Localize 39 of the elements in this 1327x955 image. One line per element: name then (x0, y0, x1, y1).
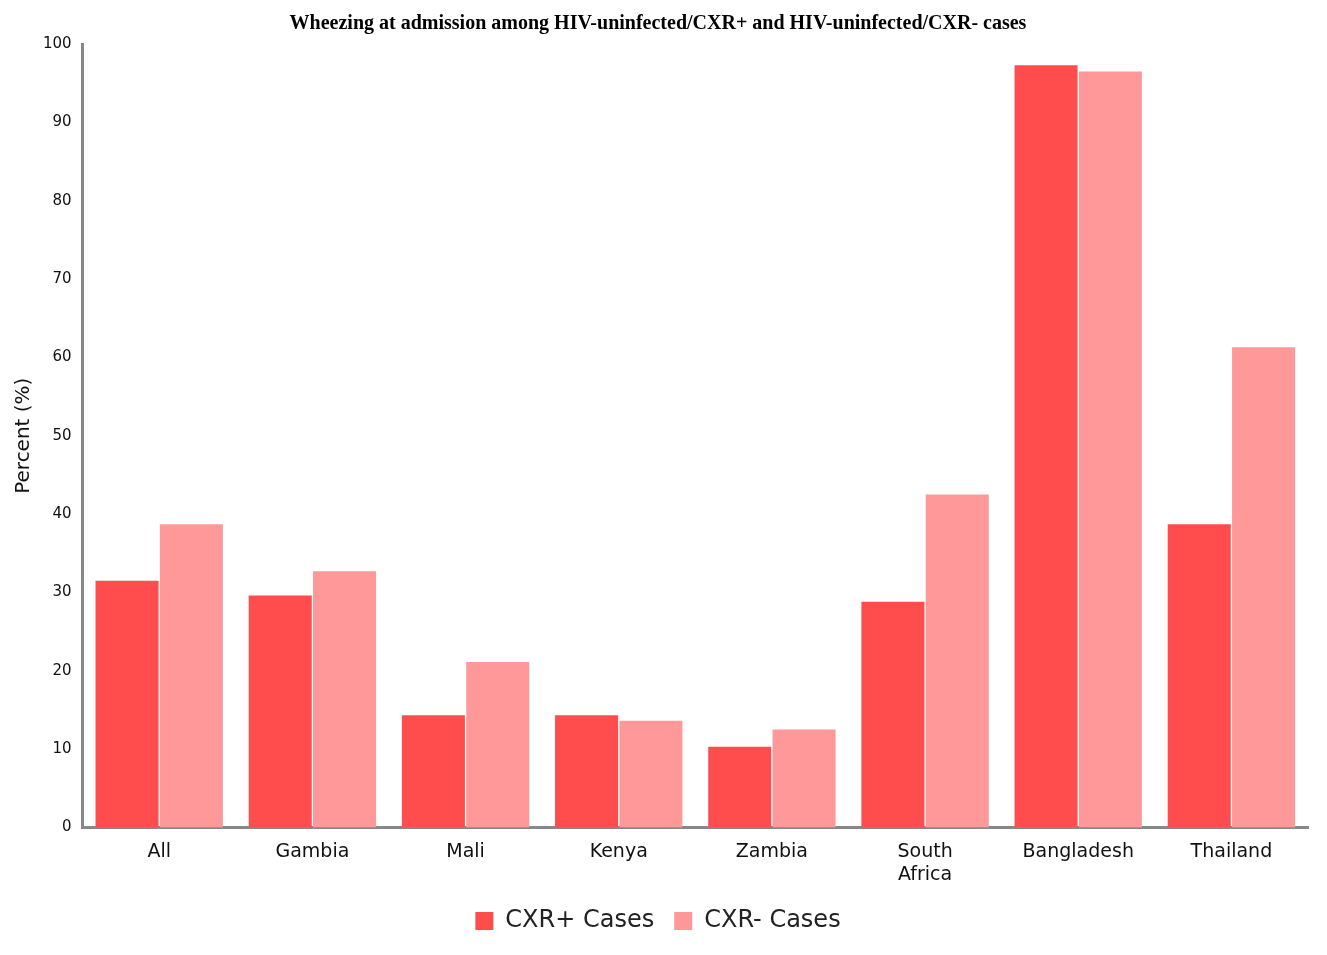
bar (772, 729, 836, 828)
bar (555, 715, 619, 828)
bar (1167, 524, 1231, 828)
y-tick-label: 100 (42, 33, 72, 52)
bar (95, 580, 159, 828)
bar (1014, 65, 1078, 828)
y-tick-label: 50 (52, 425, 72, 444)
bar (248, 595, 312, 828)
y-tick-label: 40 (52, 503, 72, 522)
y-tick-label: 30 (52, 582, 72, 601)
bar (925, 494, 989, 828)
bar (708, 746, 772, 828)
y-tick-label: 70 (52, 268, 72, 287)
legend-label: CXR+ Cases (505, 905, 655, 934)
bar (401, 715, 465, 828)
y-axis-title: Percent (%) (10, 377, 35, 494)
x-tick-label: Bangladesh (1022, 838, 1134, 861)
x-tick-label: Zambia (735, 838, 808, 861)
y-tick-label: 80 (52, 190, 72, 209)
bar (159, 524, 223, 828)
x-tick-label: All (147, 838, 171, 861)
bar (313, 571, 377, 828)
bar (1232, 347, 1296, 828)
y-tick-label: 60 (52, 347, 72, 366)
x-tick-label: Kenya (589, 838, 648, 861)
chart-title: Wheezing at admission among HIV-uninfected/CXR+ and HIV-uninfected/CXR- cases (289, 11, 1027, 35)
x-tick-label: Thailand (1189, 838, 1273, 861)
y-tick-label: 90 (52, 112, 72, 131)
bar (861, 601, 925, 828)
x-tick-label: Gambia (275, 838, 350, 861)
x-tick-label: Mali (446, 838, 485, 861)
bar (1078, 71, 1142, 828)
y-tick-label: 20 (52, 660, 72, 679)
x-tick-label: South Africa (897, 838, 953, 884)
bar (619, 720, 683, 828)
y-tick-label: 0 (62, 817, 72, 836)
legend-label: CXR- Cases (704, 905, 841, 934)
y-tick-label: 10 (52, 738, 72, 757)
bar (466, 662, 530, 828)
